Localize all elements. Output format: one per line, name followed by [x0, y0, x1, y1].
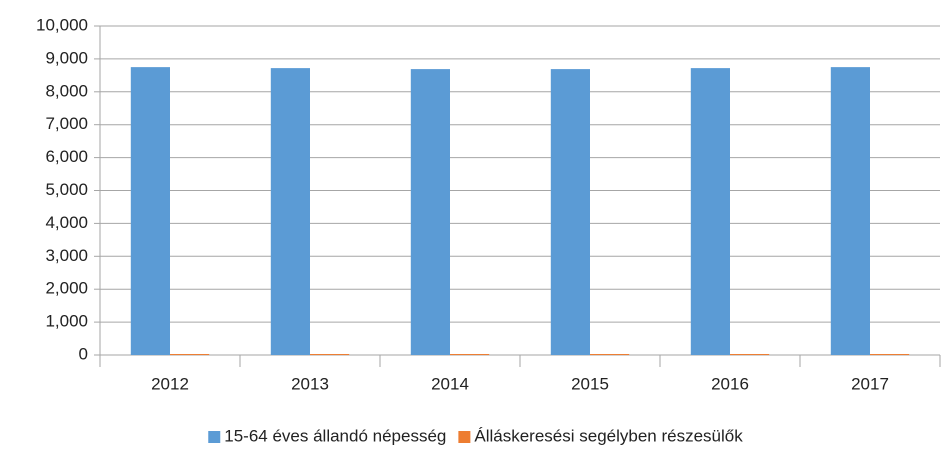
legend-label: Álláskeresési segélyben részesülők: [474, 426, 743, 445]
bar: [550, 69, 590, 355]
y-tick-label: 4,000: [45, 213, 88, 232]
y-tick-label: 7,000: [45, 114, 88, 133]
y-tick-label: 9,000: [45, 48, 88, 67]
x-tick-label: 2016: [711, 374, 749, 393]
bar: [410, 69, 450, 355]
y-tick-label: 1,000: [45, 312, 88, 331]
y-tick-label: 0: [79, 344, 88, 363]
bar: [270, 68, 310, 355]
y-tick-label: 8,000: [45, 81, 88, 100]
x-tick-label: 2015: [571, 374, 609, 393]
y-tick-label: 5,000: [45, 180, 88, 199]
y-tick-label: 6,000: [45, 147, 88, 166]
bar: [170, 354, 210, 356]
legend-label: 15-64 éves állandó népesség: [224, 426, 446, 445]
legend-swatch: [458, 431, 471, 443]
bar: [310, 354, 350, 356]
bar: [590, 354, 630, 356]
x-tick-label: 2012: [151, 374, 189, 393]
bar: [130, 67, 170, 355]
y-tick-label: 2,000: [45, 279, 88, 298]
bar: [870, 354, 910, 356]
x-tick-label: 2014: [431, 374, 469, 393]
y-tick-label: 10,000: [36, 15, 88, 34]
bar: [450, 354, 490, 356]
bar: [690, 68, 730, 355]
x-tick-label: 2017: [851, 374, 889, 393]
x-tick-label: 2013: [291, 374, 329, 393]
bar: [830, 67, 870, 355]
legend-swatch: [208, 431, 221, 443]
bar: [730, 354, 770, 356]
y-tick-label: 3,000: [45, 246, 88, 265]
